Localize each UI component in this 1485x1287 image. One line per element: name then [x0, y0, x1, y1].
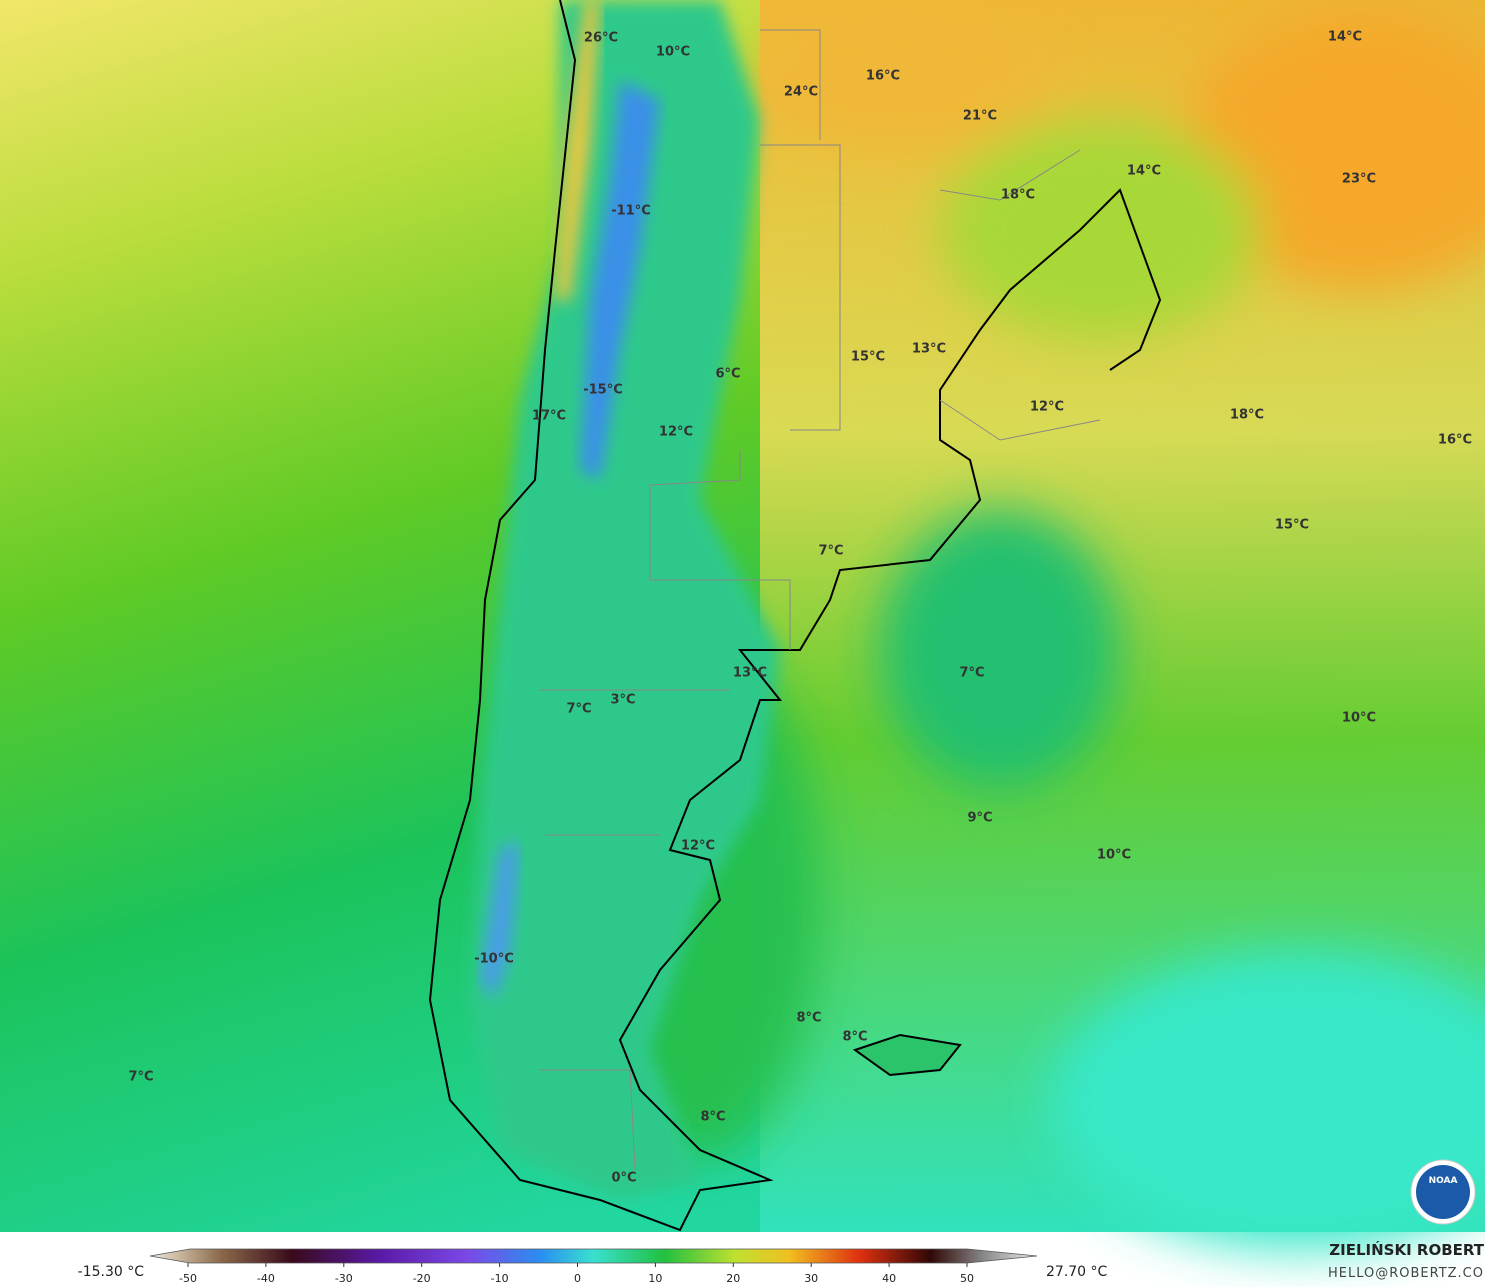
temperature-label: 18°C	[1230, 408, 1264, 423]
colorbar-tick-label: 40	[882, 1272, 896, 1285]
temperature-label: 10°C	[1342, 711, 1376, 726]
colorbar-max: 27.70 °C	[1046, 1264, 1108, 1280]
credit-email: HELLO@ROBERTZ.CO	[1328, 1266, 1484, 1281]
temperature-label: 8°C	[700, 1110, 725, 1125]
colorbar-tick-label: -30	[335, 1272, 353, 1285]
colorbar-tick-label: -50	[179, 1272, 197, 1285]
colorbar-tick-label: -10	[491, 1272, 509, 1285]
logo-text: NOAA	[1429, 1176, 1458, 1186]
colorbar-tick-label: 20	[726, 1272, 740, 1285]
noaa-logo: NOAA	[1410, 1159, 1476, 1225]
temperature-label: 8°C	[842, 1030, 867, 1045]
temperature-label: 23°C	[1342, 172, 1376, 187]
temperature-label: -15°C	[583, 383, 623, 398]
temperature-label: 6°C	[715, 367, 740, 382]
temperature-label: 13°C	[912, 342, 946, 357]
temperature-label: 7°C	[566, 702, 591, 717]
colorbar-min: -15.30 °C	[78, 1264, 145, 1280]
temperature-label: 7°C	[128, 1070, 153, 1085]
temperature-label: 8°C	[796, 1011, 821, 1026]
temperature-label: 12°C	[1030, 400, 1064, 415]
temperature-label: 15°C	[1275, 518, 1309, 533]
temperature-label: 21°C	[963, 109, 997, 124]
temperature-label: 26°C	[584, 31, 618, 46]
temperature-label: 9°C	[967, 811, 992, 826]
temperature-label: 3°C	[610, 693, 635, 708]
colorbar-tick-label: 10	[648, 1272, 662, 1285]
temperature-label: 24°C	[784, 85, 818, 100]
temperature-label: 17°C	[532, 409, 566, 424]
temperature-label: 0°C	[611, 1171, 636, 1186]
temperature-label: 14°C	[1328, 30, 1362, 45]
temperature-label: -11°C	[611, 204, 651, 219]
temperature-label: 15°C	[851, 350, 885, 365]
temperature-label: 18°C	[1001, 188, 1035, 203]
temperature-label: 14°C	[1127, 164, 1161, 179]
temperature-label: 16°C	[866, 69, 900, 84]
temperature-label: 7°C	[818, 544, 843, 559]
temperature-label: 12°C	[659, 425, 693, 440]
colorbar-tick-label: 50	[960, 1272, 974, 1285]
colorbar-tick-label: 0	[574, 1272, 581, 1285]
temperature-labels: 26°C 10°C 24°C 16°C 21°C 14°C 14°C 23°C 18°C -11°…	[128, 30, 1472, 1186]
temperature-label: 7°C	[959, 666, 984, 681]
map	[0, 0, 1485, 1250]
temperature-label: 12°C	[681, 839, 715, 854]
colorbar-tick-label: 30	[804, 1272, 818, 1285]
colorbar-tick-label: -40	[257, 1272, 275, 1285]
credit-name: ZIELIŃSKI ROBERT	[1329, 1240, 1484, 1259]
temperature-label: 16°C	[1438, 433, 1472, 448]
colorbar-tick-label: -20	[413, 1272, 431, 1285]
temperature-label: 10°C	[1097, 848, 1131, 863]
temperature-label: -10°C	[474, 952, 514, 967]
temperature-label: 13°C	[733, 666, 767, 681]
temperature-label: 10°C	[656, 45, 690, 60]
colorbar: -15.30 °C 27.70 °C -50 -40 -30 -20 -10 0 10 20 3…	[78, 1248, 1108, 1285]
